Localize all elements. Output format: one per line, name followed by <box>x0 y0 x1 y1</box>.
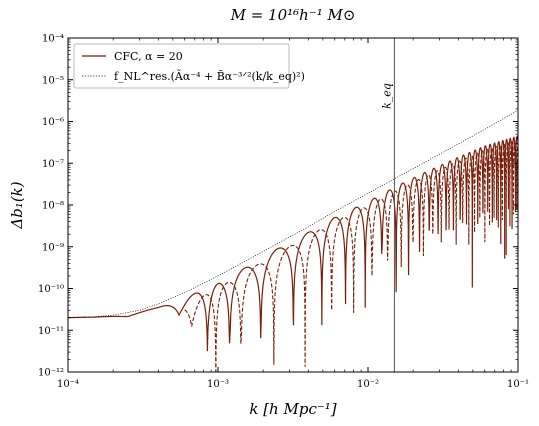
chart-title: M = 10¹⁶h⁻¹ M⊙ <box>230 6 356 24</box>
y-tick-label: 10⁻⁷ <box>42 159 64 170</box>
y-tick-label: 10⁻⁵ <box>42 75 64 86</box>
y-tick-label: 10⁻⁴ <box>42 34 64 45</box>
legend-box <box>73 43 290 89</box>
x-axis-label: k [h Mpc⁻¹] <box>249 400 336 418</box>
legend-label-fnl: f_NL^res.(Ãα⁻⁴ + B̃α⁻³ᐟ²(k/k_eq)²) <box>114 69 305 83</box>
x-tick-label: 10⁻¹ <box>507 379 529 390</box>
legend-label-cfc: CFC, α = 20 <box>114 50 183 63</box>
keq-label: k_eq <box>380 83 393 109</box>
legend: CFC, α = 20 f_NL^res.(Ãα⁻⁴ + B̃α⁻³ᐟ²(k/k… <box>73 43 305 89</box>
y-tick-label: 10⁻¹⁰ <box>38 284 64 295</box>
series-line-dotted <box>68 110 518 319</box>
y-tick-label: 10⁻¹¹ <box>38 326 64 337</box>
x-tick-label: 10⁻² <box>357 379 379 390</box>
y-axis-label: Δb₁(k) <box>8 181 26 229</box>
x-tick-label: 10⁻³ <box>207 379 229 390</box>
x-tick-label: 10⁻⁴ <box>57 379 79 390</box>
y-tick-label: 10⁻⁸ <box>42 201 64 212</box>
series-line-dashed <box>184 140 518 372</box>
series-line-solid <box>68 135 518 352</box>
y-tick-label: 10⁻⁶ <box>42 117 64 128</box>
y-tick-label: 10⁻¹² <box>38 368 64 379</box>
y-tick-label: 10⁻⁹ <box>42 242 64 253</box>
